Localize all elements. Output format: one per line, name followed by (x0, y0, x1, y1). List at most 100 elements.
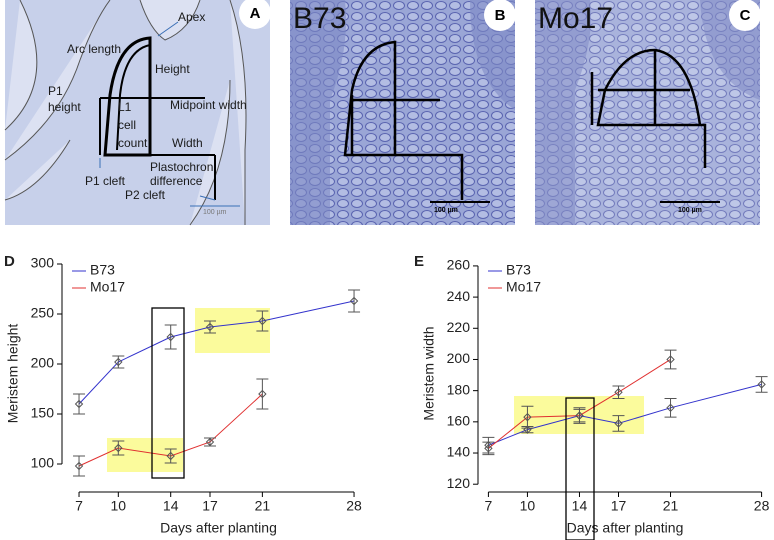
series-line (488, 383, 762, 446)
label: difference (150, 174, 203, 188)
focus-box (151, 307, 185, 479)
x-tick-label: 21 (663, 498, 679, 514)
x-tick-label: 7 (485, 498, 493, 514)
point (523, 412, 532, 422)
point (114, 443, 123, 453)
point (666, 403, 675, 413)
error-bar (73, 393, 86, 415)
panel-letter: C (740, 7, 751, 24)
letter-badge (729, 0, 761, 31)
point (205, 322, 215, 332)
y-axis-label: Meristem height (5, 324, 21, 424)
label: height (48, 100, 81, 114)
highlights (107, 308, 644, 472)
point (166, 332, 175, 342)
x-tick-label: 10 (111, 498, 127, 514)
x-tick-label: 21 (255, 498, 271, 514)
point (74, 399, 84, 409)
point (484, 444, 493, 453)
x-tick-label: 28 (754, 498, 770, 514)
point (349, 296, 359, 306)
y-tick-label: 120 (447, 475, 471, 491)
point (258, 316, 267, 326)
panel-c: 100 µm Mo17 C (535, 0, 761, 225)
series-line (78, 300, 355, 405)
letter-badge (239, 0, 271, 29)
y-tick-label: 180 (447, 381, 471, 397)
measure-lines (590, 48, 707, 168)
point (114, 357, 123, 367)
point (74, 461, 84, 471)
panel-letter: B (495, 7, 506, 24)
y-tick-label: 240 (447, 288, 471, 304)
y-tick-label: 300 (31, 255, 55, 271)
letter-badge (484, 0, 516, 31)
y-axis-label: Meristem width (421, 326, 437, 420)
y-tick-label: 220 (447, 319, 471, 335)
arrows (99, 21, 240, 207)
panel-b: 100 µm B73 B (290, 0, 516, 225)
scale-label: 100 µm (203, 209, 227, 216)
label: cell (118, 118, 136, 132)
scale-label: 100 µm (434, 207, 458, 214)
error-bar (612, 415, 625, 432)
x-tick-label: 7 (75, 498, 83, 514)
x-tick-label: 17 (611, 498, 627, 514)
point (614, 419, 623, 428)
panel-letter: E (414, 253, 424, 270)
genotype-label: B73 (293, 2, 346, 35)
legend-label: Mo17 (506, 279, 541, 295)
label: P2 cleft (125, 188, 166, 202)
label: P1 cleft (85, 174, 126, 188)
y-tick-label: 200 (31, 355, 55, 371)
error-bar (755, 376, 768, 393)
x-tick-label: 28 (346, 498, 362, 514)
x-tick-label: 17 (202, 498, 218, 514)
label: Height (155, 62, 190, 76)
y-tick-label: 200 (447, 350, 471, 366)
x-tick-label: 10 (520, 498, 536, 514)
legend-label: B73 (90, 262, 115, 278)
x-axis-label: Days after planting (160, 520, 277, 536)
label: Plastochron (150, 160, 213, 174)
error-bar (164, 324, 177, 350)
x-tick-label: 14 (572, 498, 588, 514)
label: Width (172, 136, 203, 150)
error-bar (573, 407, 586, 424)
point (575, 411, 584, 420)
y-tick-label: 260 (447, 257, 471, 273)
panel-a: Apex Arc length Height Midpoint width P1… (4, 0, 271, 226)
label: Midpoint width (170, 98, 247, 112)
error-bar (521, 405, 534, 429)
error-bar (664, 349, 677, 370)
l1-layer (116, 44, 151, 151)
label: Arc length (67, 42, 121, 56)
x-tick-label: 14 (163, 498, 179, 514)
measure-lines (99, 38, 216, 200)
label: P1 (48, 84, 63, 98)
label: count (118, 136, 148, 150)
error-bar (112, 440, 125, 456)
point (666, 355, 675, 364)
y-tick-label: 160 (447, 413, 471, 429)
schematic-outline (4, 0, 247, 226)
y-tick-label: 100 (31, 455, 55, 471)
legend-label: Mo17 (90, 279, 125, 295)
y-tick-label: 250 (31, 305, 55, 321)
point (258, 389, 267, 399)
genotype-label: Mo17 (538, 2, 613, 35)
scale-label: 100 µm (678, 207, 702, 214)
label: L1 (118, 100, 132, 114)
x-axis-label: Days after planting (567, 520, 684, 536)
focus-box (565, 397, 595, 540)
y-tick-label: 140 (447, 444, 471, 460)
error-bar (664, 397, 677, 418)
point (614, 388, 623, 397)
panel-letter: D (4, 253, 15, 270)
y-tick-label: 150 (31, 405, 55, 421)
point (166, 451, 175, 461)
error-bar (73, 455, 86, 477)
error-bar (256, 378, 269, 410)
legend-label: B73 (506, 262, 531, 278)
